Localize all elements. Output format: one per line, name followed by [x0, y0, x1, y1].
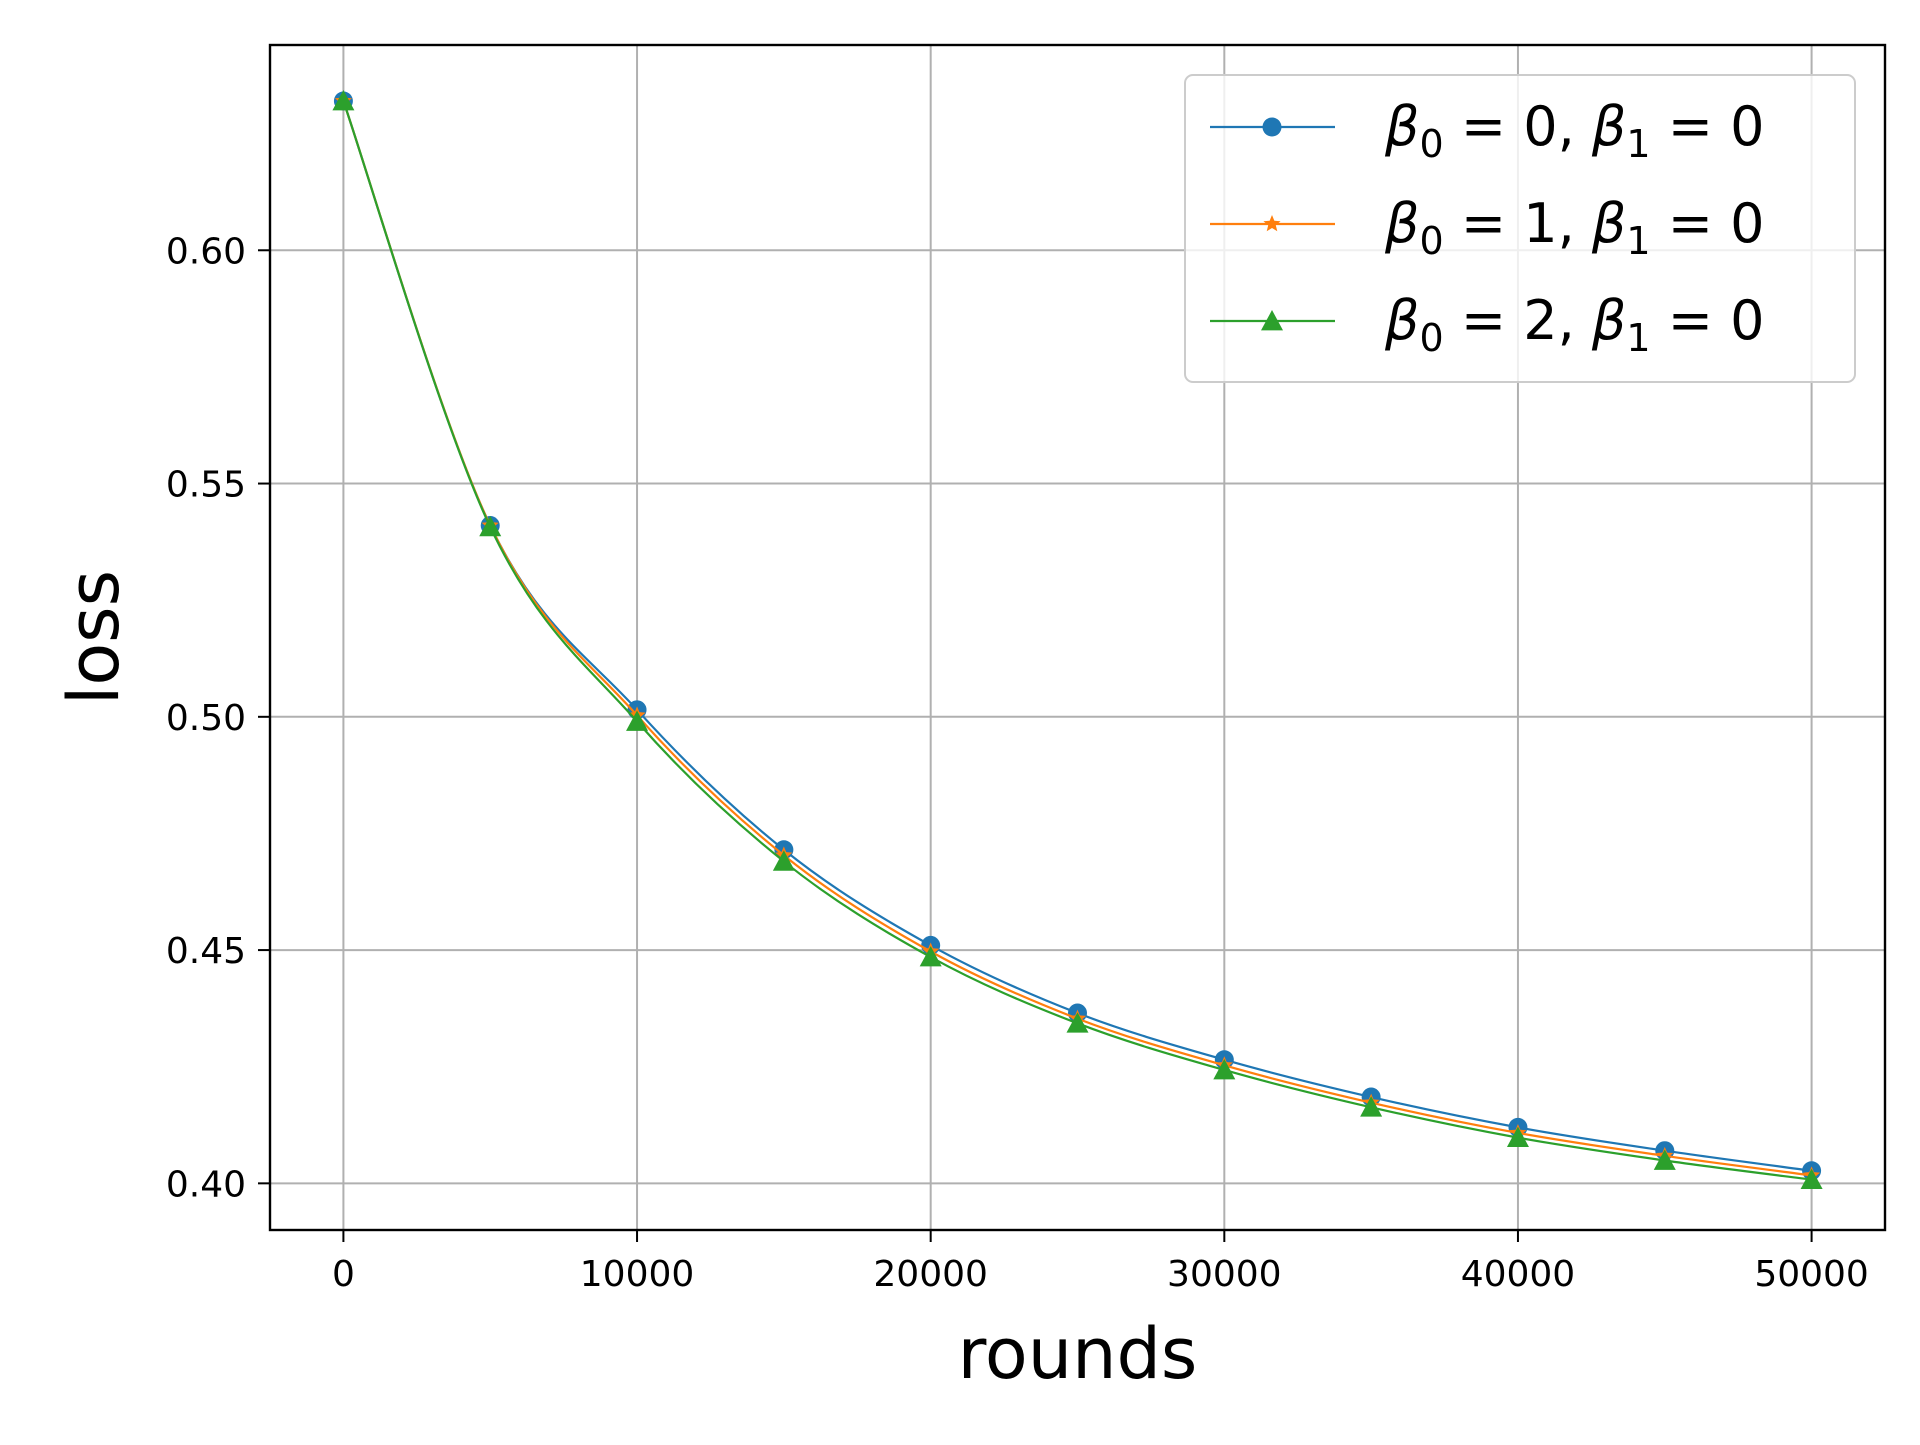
data-point [479, 515, 502, 537]
data-point [1360, 1096, 1383, 1117]
y-tick-label: 0.55 [166, 465, 246, 506]
x-axis-title: rounds [958, 1313, 1198, 1395]
series-line [342, 100, 1812, 1181]
data-point [1506, 1126, 1529, 1147]
data-point [626, 710, 649, 731]
data-point [772, 850, 795, 871]
legend-entry: β0 = 2, β1 = 0 [1210, 289, 1765, 360]
axes [258, 43, 1887, 1242]
tick-labels: 0 10000 20000 30000 40000 50000 0.40 0.45 0.50 0.… [166, 231, 1869, 1295]
legend-entry: β0 = 0, β1 = 0 [1210, 95, 1765, 166]
series-2 [332, 89, 1823, 1189]
y-tick-label: 0.60 [166, 231, 246, 272]
legend-marker [1263, 215, 1281, 232]
y-tick-label: 0.40 [166, 1164, 246, 1205]
legend-entry: β0 = 1, β1 = 0 [1210, 192, 1765, 263]
legend-box [1184, 74, 1856, 383]
y-tick-label: 0.45 [166, 931, 246, 972]
legend-label: β0 = 0, β1 = 0 [1384, 95, 1765, 166]
x-tick-label: 20000 [873, 1254, 988, 1295]
legend-marker [1262, 117, 1282, 137]
legend-marker [1261, 310, 1283, 331]
data-point [1066, 1012, 1089, 1033]
data-point [1800, 1168, 1823, 1189]
data-point [332, 89, 355, 111]
legend-label: β0 = 2, β1 = 0 [1384, 289, 1765, 360]
plot-frame [268, 43, 1887, 1232]
legend: β0 = 0, β1 = 0 β0 = 1, β1 = 0 β0 = 2, β1 =… [1184, 74, 1856, 383]
data-point [1653, 1149, 1676, 1170]
legend-label: β0 = 1, β1 = 0 [1384, 192, 1765, 263]
x-tick-label: 0 [332, 1254, 355, 1295]
x-tick-label: 10000 [580, 1254, 695, 1295]
x-tick-label: 50000 [1754, 1254, 1869, 1295]
data-point [919, 946, 942, 967]
data-point [1213, 1058, 1236, 1080]
x-tick-label: 30000 [1167, 1254, 1282, 1295]
series-layer [332, 89, 1823, 1189]
y-axis-title: loss [53, 570, 135, 705]
x-tick-label: 40000 [1461, 1254, 1576, 1295]
y-tick-label: 0.50 [166, 698, 246, 739]
